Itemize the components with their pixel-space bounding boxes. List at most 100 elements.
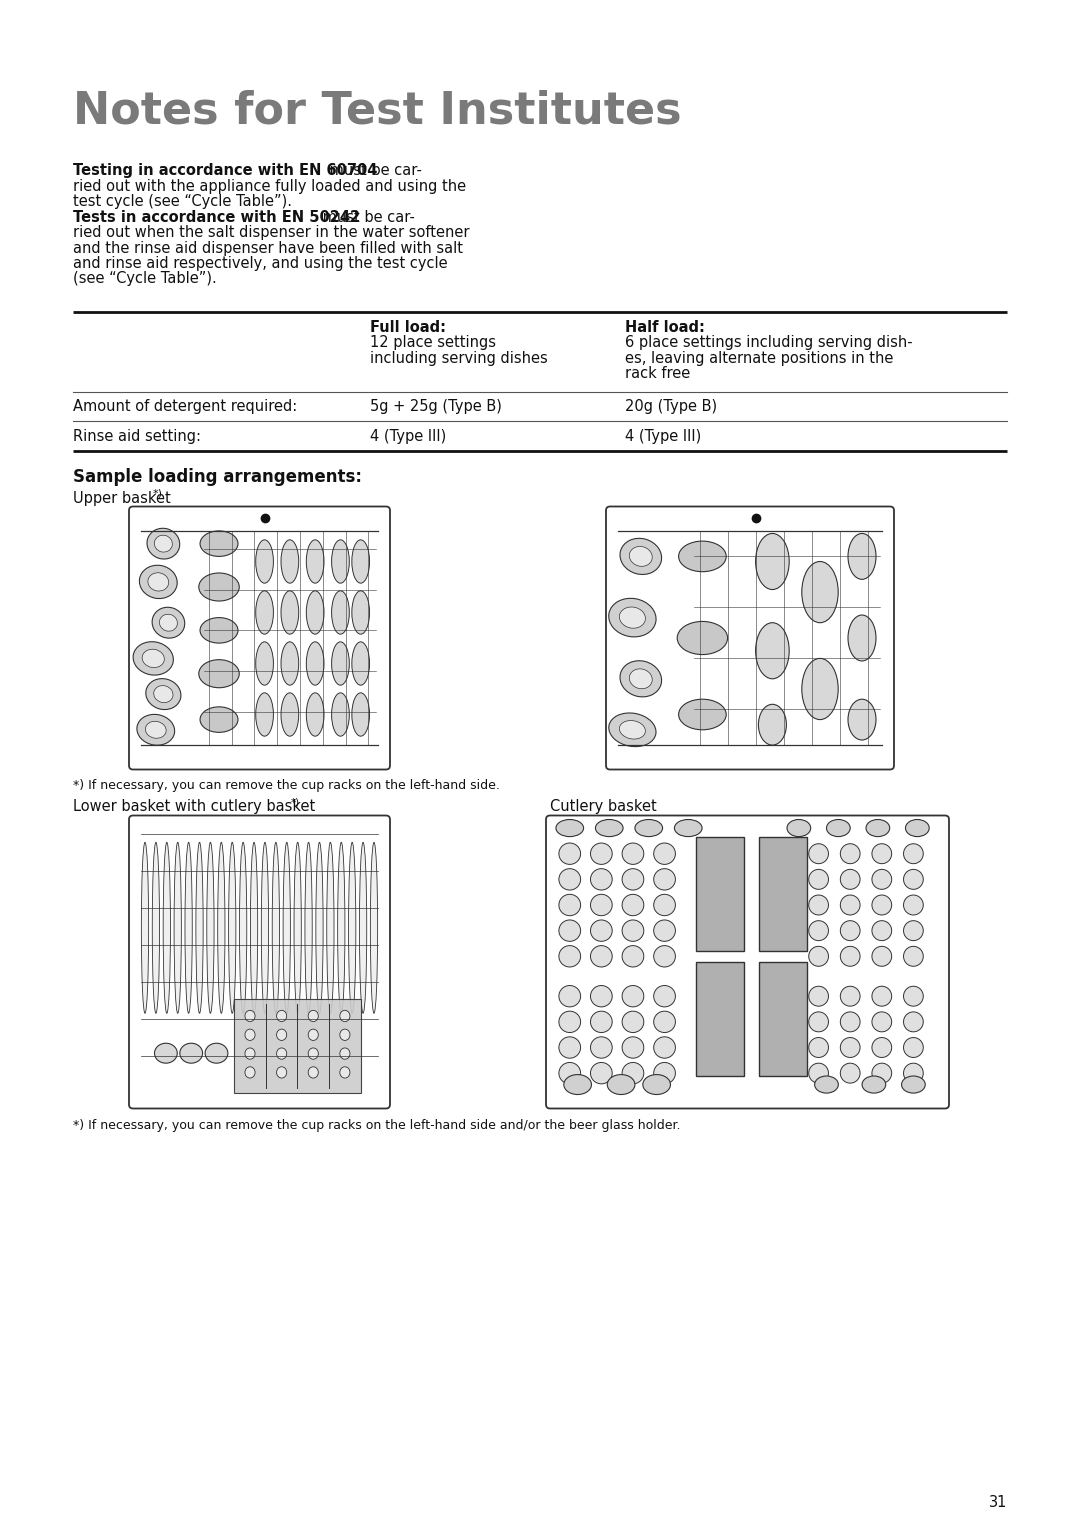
Ellipse shape <box>622 894 644 915</box>
Text: rack free: rack free <box>625 367 690 380</box>
Ellipse shape <box>622 920 644 941</box>
Ellipse shape <box>352 642 369 685</box>
Ellipse shape <box>622 1012 644 1033</box>
Ellipse shape <box>840 1038 860 1057</box>
Text: 12 place settings: 12 place settings <box>370 335 496 350</box>
Ellipse shape <box>332 692 349 736</box>
Text: Tests in accordance with EN 50242: Tests in accordance with EN 50242 <box>73 209 360 225</box>
Ellipse shape <box>307 591 324 634</box>
Text: Sample loading arrangements:: Sample loading arrangements: <box>73 469 362 486</box>
Ellipse shape <box>758 704 786 746</box>
Ellipse shape <box>801 659 838 720</box>
Ellipse shape <box>352 692 369 736</box>
Ellipse shape <box>340 1048 350 1059</box>
Text: 6 place settings including serving dish-: 6 place settings including serving dish- <box>625 335 913 350</box>
Ellipse shape <box>340 1067 350 1079</box>
Ellipse shape <box>872 869 892 889</box>
Ellipse shape <box>139 565 177 599</box>
Ellipse shape <box>352 591 369 634</box>
Ellipse shape <box>678 700 726 730</box>
Text: including serving dishes: including serving dishes <box>370 350 548 365</box>
Ellipse shape <box>653 1012 675 1033</box>
Ellipse shape <box>643 1074 671 1094</box>
Ellipse shape <box>904 895 923 915</box>
Ellipse shape <box>653 1038 675 1059</box>
Text: test cycle (see “Cycle Table”).: test cycle (see “Cycle Table”). <box>73 194 292 209</box>
Text: 4 (Type III): 4 (Type III) <box>625 429 701 445</box>
Ellipse shape <box>137 715 175 746</box>
Ellipse shape <box>591 986 612 1007</box>
Text: es, leaving alternate positions in the: es, leaving alternate positions in the <box>625 350 893 365</box>
Bar <box>234 999 361 1093</box>
Ellipse shape <box>591 946 612 967</box>
Ellipse shape <box>809 986 828 1005</box>
FancyBboxPatch shape <box>606 506 894 770</box>
Ellipse shape <box>338 842 345 1013</box>
Ellipse shape <box>653 1062 675 1083</box>
Ellipse shape <box>558 894 581 915</box>
Ellipse shape <box>904 1038 923 1057</box>
Ellipse shape <box>229 842 235 1013</box>
Ellipse shape <box>677 622 728 654</box>
Ellipse shape <box>332 591 349 634</box>
Ellipse shape <box>564 1074 592 1094</box>
Ellipse shape <box>307 642 324 685</box>
FancyBboxPatch shape <box>129 816 390 1108</box>
Text: Rinse aid setting:: Rinse aid setting: <box>73 429 201 445</box>
Ellipse shape <box>152 607 185 639</box>
Ellipse shape <box>866 819 890 837</box>
Text: Testing in accordance with EN 60704: Testing in accordance with EN 60704 <box>73 163 377 177</box>
Ellipse shape <box>591 1012 612 1033</box>
Ellipse shape <box>281 692 299 736</box>
Ellipse shape <box>315 842 323 1013</box>
Ellipse shape <box>240 842 247 1013</box>
Ellipse shape <box>809 1012 828 1031</box>
Ellipse shape <box>163 842 171 1013</box>
Ellipse shape <box>360 842 367 1013</box>
Ellipse shape <box>245 1010 255 1022</box>
Ellipse shape <box>630 547 652 567</box>
Text: Lower basket with cutlery basket: Lower basket with cutlery basket <box>73 799 315 814</box>
Ellipse shape <box>872 1012 892 1031</box>
Ellipse shape <box>653 986 675 1007</box>
Ellipse shape <box>256 642 273 685</box>
Ellipse shape <box>591 1038 612 1059</box>
Text: Amount of detergent required:: Amount of detergent required: <box>73 399 297 414</box>
Ellipse shape <box>154 535 173 552</box>
Ellipse shape <box>146 678 181 709</box>
Ellipse shape <box>256 539 273 584</box>
Ellipse shape <box>276 1067 286 1079</box>
Ellipse shape <box>902 1076 926 1093</box>
Ellipse shape <box>872 1063 892 1083</box>
Text: Notes for Test Institutes: Notes for Test Institutes <box>73 90 681 133</box>
Ellipse shape <box>591 894 612 915</box>
Ellipse shape <box>653 868 675 889</box>
Ellipse shape <box>276 1030 286 1041</box>
Text: and the rinse aid dispenser have been filled with salt: and the rinse aid dispenser have been fi… <box>73 240 463 255</box>
Text: Half load:: Half load: <box>625 319 705 335</box>
Ellipse shape <box>809 1038 828 1057</box>
Ellipse shape <box>840 946 860 966</box>
Ellipse shape <box>756 623 789 678</box>
Ellipse shape <box>809 843 828 863</box>
Ellipse shape <box>307 539 324 584</box>
Ellipse shape <box>340 1030 350 1041</box>
Ellipse shape <box>848 616 876 662</box>
Ellipse shape <box>862 1076 886 1093</box>
Text: *): *) <box>291 798 300 807</box>
Ellipse shape <box>349 842 355 1013</box>
Text: 31: 31 <box>988 1494 1007 1510</box>
Ellipse shape <box>809 921 828 941</box>
Ellipse shape <box>133 642 174 675</box>
Ellipse shape <box>904 946 923 966</box>
Text: Full load:: Full load: <box>370 319 446 335</box>
Text: 5g + 25g (Type B): 5g + 25g (Type B) <box>370 399 502 414</box>
Ellipse shape <box>283 842 291 1013</box>
Ellipse shape <box>622 946 644 967</box>
Ellipse shape <box>653 920 675 941</box>
Ellipse shape <box>340 1010 350 1022</box>
Ellipse shape <box>620 721 646 740</box>
Ellipse shape <box>558 920 581 941</box>
Ellipse shape <box>872 1038 892 1057</box>
Ellipse shape <box>281 591 299 634</box>
